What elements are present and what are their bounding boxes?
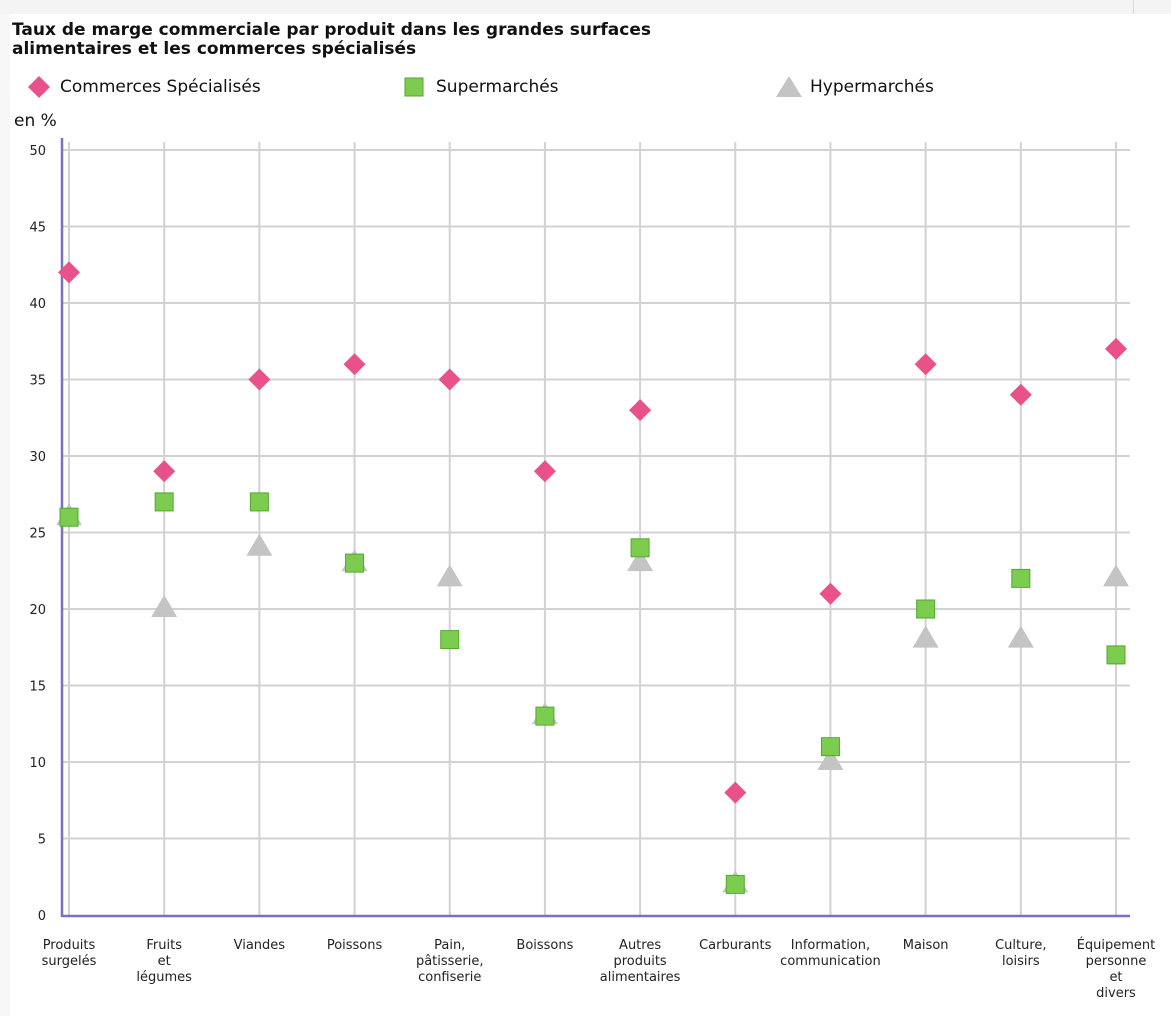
legend-item-commerces: Commerces Spécialisés [24,74,261,100]
axis-layer [60,138,1130,918]
square-marker [1106,645,1126,665]
legend-triangle-marker [776,76,802,97]
square-marker [916,599,936,619]
x-tick-label: Pain, pâtisserie, confiserie [416,938,484,985]
legend-label-hypermarches: Hypermarchés [810,77,934,97]
y-tick-label: 30 [29,450,46,465]
square-marker [1011,568,1031,588]
x-tick-label: Fruits et légumes [136,938,192,985]
triangle-marker [912,625,939,648]
y-tick-label: 20 [29,603,46,618]
diamond-marker [248,368,271,391]
diamond-marker [629,399,652,422]
square-marker [535,706,555,726]
triangle-marker [817,748,844,770]
x-tick-label: Poissons [327,938,383,953]
window-divider [1133,0,1134,14]
y-axis-unit-label: en % [14,111,57,131]
triangle-marker [1103,564,1129,587]
square-marker [59,507,79,527]
diamond-marker [153,460,176,483]
x-tick-label: Maison [903,938,949,953]
x-tick-label: Boissons [516,938,573,953]
x-tick-label: Équipement personne et divers [1077,937,1156,1001]
x-tick-labels: Produits surgelés Fruits et légumes Viandes Po… [42,937,1156,1001]
window-left-strip [0,14,10,1016]
x-tick-label: Carburants [699,938,772,953]
y-tick-label: 10 [29,756,46,771]
diamond-marker [1105,337,1127,360]
diamond-marker [438,368,461,391]
x-tick-label: Autres produits alimentaires [600,938,681,985]
y-tick-label: 35 [29,374,46,389]
y-tick-label: 5 [38,833,46,848]
data-marks [56,261,1129,894]
y-tick-label: 50 [29,144,46,159]
diamond-marker [819,582,842,605]
y-tick-label: 25 [29,527,46,542]
diamond-marker [533,460,556,483]
square-marker [440,630,460,650]
window-top-strip [0,0,1171,14]
square-marker [345,553,365,573]
legend-label-supermarches: Supermarchés [436,77,559,97]
y-tick-label: 15 [29,680,46,695]
triangle-marker [151,595,178,617]
diamond-marker [343,353,366,376]
legend-diamond-marker [28,76,50,98]
y-tick-labels: 0 5 10 15 20 25 30 35 40 45 50 [29,144,46,924]
square-marker [154,492,174,512]
legend-item-hypermarches: Hypermarchés [774,74,934,100]
legend-square-marker [404,77,424,97]
square-marker [725,874,745,894]
triangle-marker [1007,625,1034,648]
x-tick-label: Produits surgelés [42,938,97,969]
legend-item-supermarches: Supermarchés [400,74,559,100]
diamond-marker [1009,383,1032,406]
y-tick-label: 0 [38,909,46,924]
x-tick-label: Information, communication [780,938,881,969]
x-tick-label: Viandes [234,938,286,953]
diamond-marker [58,261,80,284]
square-marker [630,538,650,558]
grid-layer [62,142,1130,915]
y-tick-label: 40 [29,297,46,312]
square-marker [249,492,269,512]
legend-label-commerces: Commerces Spécialisés [60,77,261,97]
diamond-marker [724,781,747,804]
square-marker [820,737,840,757]
triangle-marker [627,549,654,572]
x-tick-label: Culture, loisirs [995,938,1046,969]
chart-title: Taux de marge commerciale par produit da… [12,20,651,59]
diamond-marker [914,353,937,376]
triangle-marker [246,533,273,556]
y-tick-label: 45 [29,221,46,236]
triangle-marker [436,564,463,587]
